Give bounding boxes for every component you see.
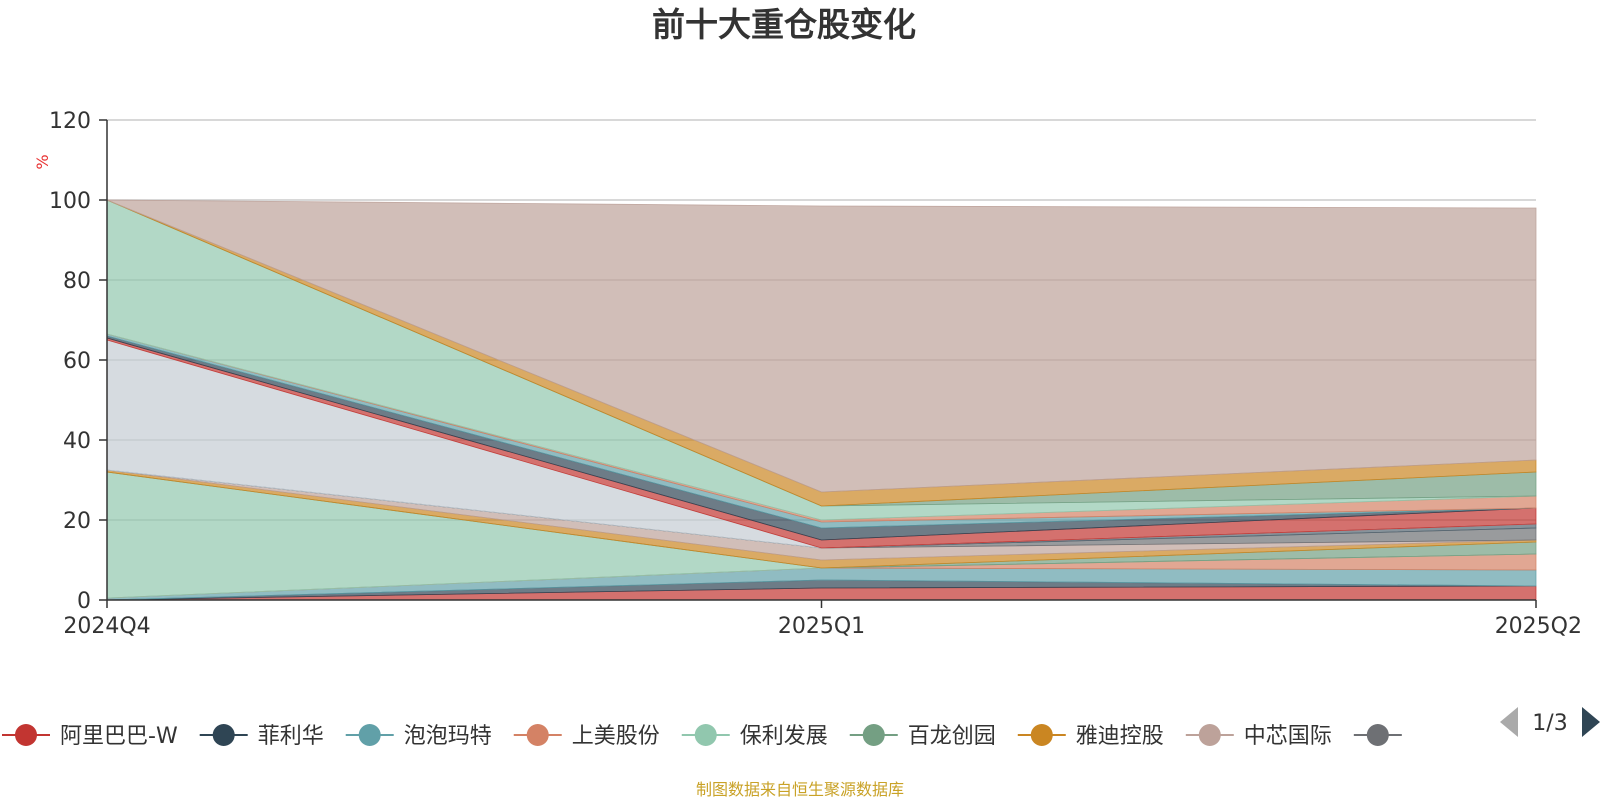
legend-item[interactable]	[1353, 724, 1402, 746]
legend-marker	[862, 724, 885, 746]
area-series	[106, 199, 1537, 601]
legend-label: 雅迪控股	[1076, 724, 1164, 749]
legend-label: 泡泡玛特	[404, 724, 492, 749]
y-tick-label: 80	[63, 269, 91, 294]
y-tick-label: 20	[63, 509, 91, 534]
legend-label: 百龙创园	[908, 724, 996, 749]
y-tick-label: 60	[63, 349, 91, 374]
axes: 0 20 40 60 80 100 120 2024Q4 2025Q1 2025Q2	[49, 109, 1582, 639]
legend-label: 上美股份	[572, 724, 660, 749]
next-page-icon[interactable]	[1582, 707, 1600, 737]
data-source-note: 制图数据来自恒生聚源数据库	[696, 780, 904, 799]
y-axis-unit: %	[33, 154, 52, 169]
legend-marker	[212, 724, 235, 746]
legend-page-indicator: 1/3	[1532, 711, 1567, 736]
series-area	[106, 199, 1537, 493]
y-tick-label: 100	[49, 189, 91, 214]
legend-label: 菲利华	[258, 724, 324, 749]
x-tick-label: 2025Q2	[1495, 614, 1582, 639]
chart-title: 前十大重仓股变化	[652, 5, 916, 44]
legend-marker	[694, 724, 717, 746]
legend-label: 阿里巴巴-W	[60, 724, 178, 749]
legend-label: 保利发展	[740, 724, 828, 749]
legend-item[interactable]: 中芯国际	[1185, 724, 1332, 749]
legend-marker	[1366, 724, 1389, 746]
x-tick-label: 2025Q1	[778, 614, 865, 639]
y-tick-label: 40	[63, 429, 91, 454]
legend-item[interactable]: 菲利华	[199, 724, 324, 749]
legend-marker	[358, 724, 381, 746]
legend: 阿里巴巴-W 菲利华 泡泡玛特 上美股份 保利发展 百龙创园 雅迪控股 中芯国际	[2, 724, 1402, 749]
legend-item[interactable]: 泡泡玛特	[345, 724, 492, 749]
legend-item[interactable]: 上美股份	[513, 724, 660, 749]
legend-item[interactable]: 阿里巴巴-W	[2, 724, 178, 749]
legend-item[interactable]: 百龙创园	[849, 724, 996, 749]
prev-page-icon[interactable]	[1500, 707, 1518, 737]
x-tick-label: 2024Q4	[63, 614, 150, 639]
legend-marker	[1030, 724, 1053, 746]
legend-marker	[526, 724, 549, 746]
legend-label: 中芯国际	[1244, 724, 1332, 749]
y-tick-label: 0	[77, 589, 91, 614]
legend-marker	[15, 724, 37, 746]
legend-pager: 1/3	[1500, 707, 1600, 737]
y-tick-label: 120	[49, 109, 91, 134]
legend-item[interactable]: 保利发展	[681, 724, 828, 749]
legend-item[interactable]: 雅迪控股	[1017, 724, 1164, 749]
legend-marker	[1198, 724, 1221, 746]
